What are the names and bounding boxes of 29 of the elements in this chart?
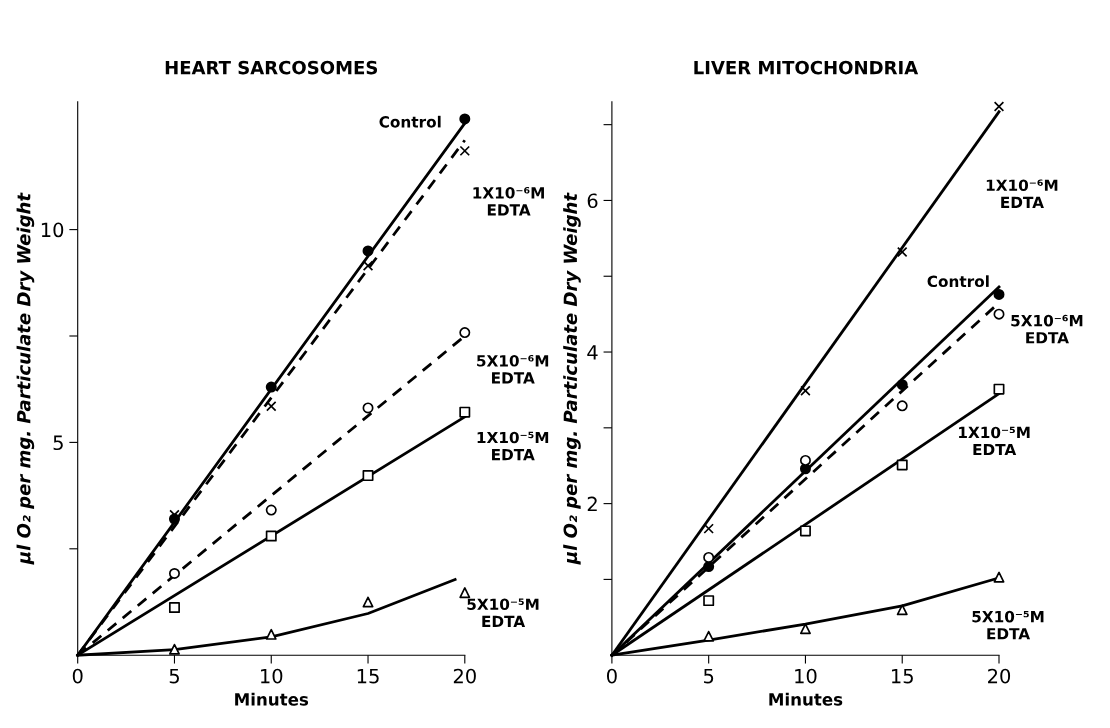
x-tick-label: 15 — [891, 668, 913, 684]
series-label: 5X10⁻⁶M EDTA — [477, 355, 549, 384]
y-tick-label: 4 — [587, 345, 598, 360]
x-tick-label: 5 — [703, 668, 714, 684]
chart-title: LIVER MITOCHONDRIA — [694, 60, 919, 75]
series-label: 5X10⁻⁵M EDTA — [972, 610, 1044, 640]
y-axis-title: μl O₂ per mg. Particulate Dry Weight — [563, 192, 581, 565]
text: 1X10⁻⁶M EDTA — [473, 187, 544, 216]
x-tick-label: 10 — [795, 668, 817, 684]
x-axis-title: Minutes — [235, 692, 309, 706]
series-label: 5X10⁻⁵M EDTA — [467, 598, 539, 627]
x-tick-label: 10 — [261, 668, 283, 684]
chart-title: HEART SARCOSOMES — [165, 60, 378, 75]
series-label: 1X10⁻⁵M EDTA — [477, 431, 549, 461]
series-label: 5X10⁻⁶M EDTA — [1011, 314, 1083, 344]
x-tick-label: 15 — [357, 668, 379, 684]
x-tick-label: 20 — [453, 668, 476, 684]
series-label: 1X10⁻⁶M EDTA — [986, 179, 1058, 208]
x-tick-label: 20 — [988, 668, 1011, 684]
x-axis-title: Minutes — [769, 692, 843, 706]
x-tick-label: 0 — [72, 668, 83, 684]
y-axis-title: μl O₂ per mg. Particulate Dry Weight — [16, 192, 35, 565]
series-label: Control — [927, 275, 989, 288]
y-tick-label: 6 — [587, 193, 598, 209]
y-tick-label: 2 — [587, 496, 597, 511]
x-tick-label: 5 — [169, 668, 179, 684]
x-tick-label: 0 — [607, 668, 617, 684]
series-label: Control — [379, 115, 441, 128]
series-label: 1X10⁻⁵M EDTA — [959, 426, 1030, 456]
